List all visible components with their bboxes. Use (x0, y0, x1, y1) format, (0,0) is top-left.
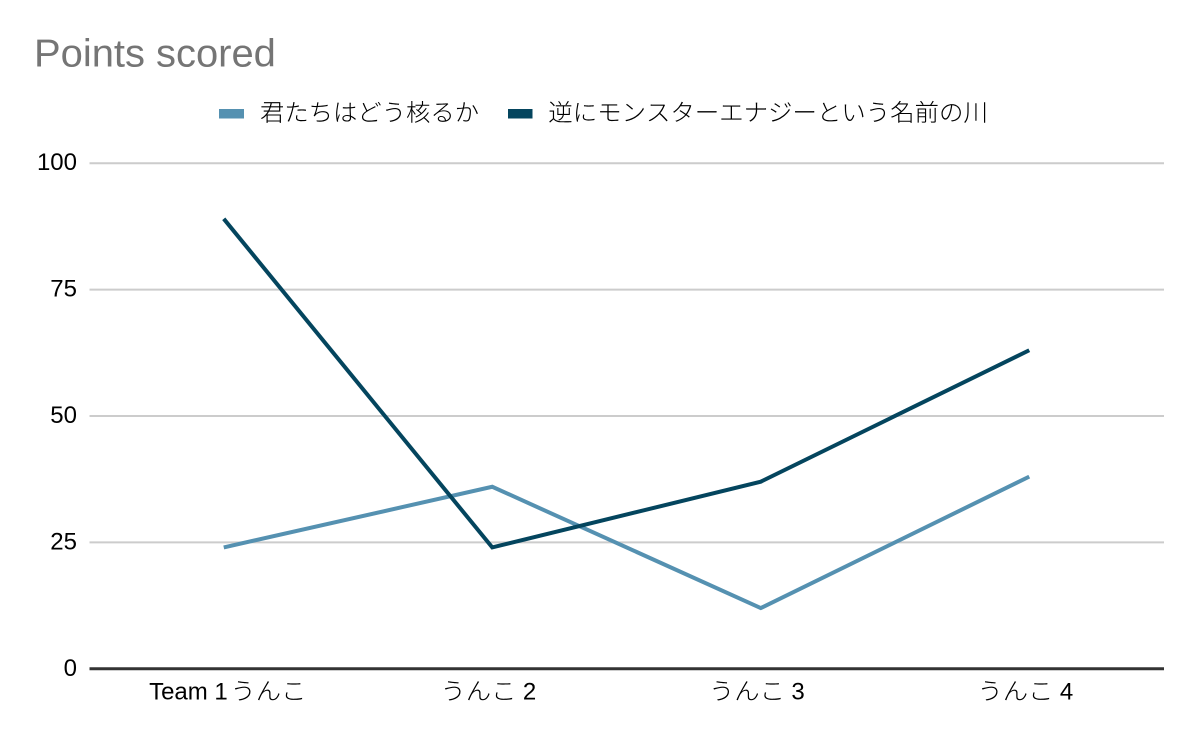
svg-text:Team 1: Team 1 (149, 679, 228, 706)
svg-text:100: 100 (37, 149, 77, 176)
svg-text:Points scored: Points scored (34, 33, 276, 76)
svg-text:75: 75 (50, 276, 77, 303)
svg-text:0: 0 (64, 655, 77, 682)
svg-text:25: 25 (50, 528, 77, 555)
svg-text:50: 50 (50, 402, 77, 429)
svg-text:2: 2 (523, 679, 536, 706)
svg-text:3: 3 (791, 679, 804, 706)
svg-text:4: 4 (1060, 679, 1073, 706)
